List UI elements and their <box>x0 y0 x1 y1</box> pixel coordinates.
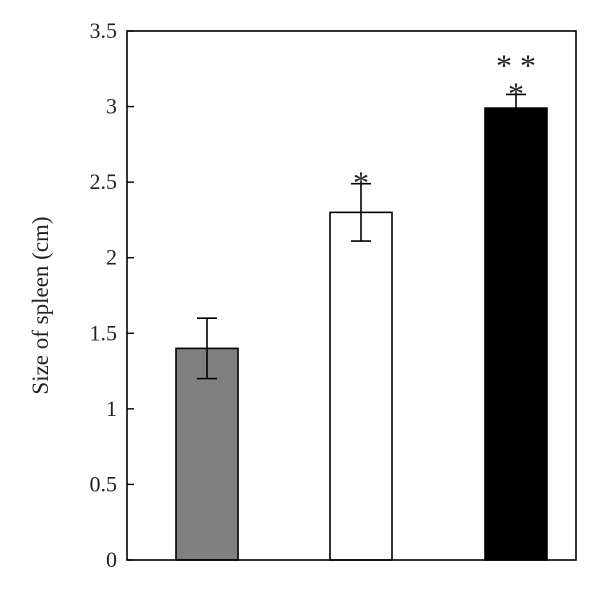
y-tick-label: 2.5 <box>90 169 118 194</box>
y-tick-label: 0.5 <box>90 471 118 496</box>
bars <box>175 107 548 561</box>
bar <box>484 107 548 561</box>
bar <box>329 211 393 561</box>
y-tick-label: 0 <box>106 547 117 572</box>
y-tick-label: 1 <box>106 396 117 421</box>
y-tick-label: 3 <box>106 94 117 119</box>
y-tick-label: 2 <box>106 245 117 270</box>
y-axis-ticks: 0 0.5 1 1.5 2 2.5 3 3.5 <box>90 18 134 572</box>
significance-marker: * <box>353 165 369 201</box>
error-bars <box>197 93 526 380</box>
significance-marker: * <box>508 75 524 111</box>
bar <box>175 347 239 561</box>
significance-marker: * * <box>496 47 536 83</box>
y-tick-label: 1.5 <box>90 320 118 345</box>
y-tick-label: 3.5 <box>90 18 118 43</box>
y-axis-title: Size of spleen (cm) <box>28 216 53 394</box>
significance-annotations: ** ** <box>353 47 536 200</box>
plot-frame <box>126 30 577 561</box>
